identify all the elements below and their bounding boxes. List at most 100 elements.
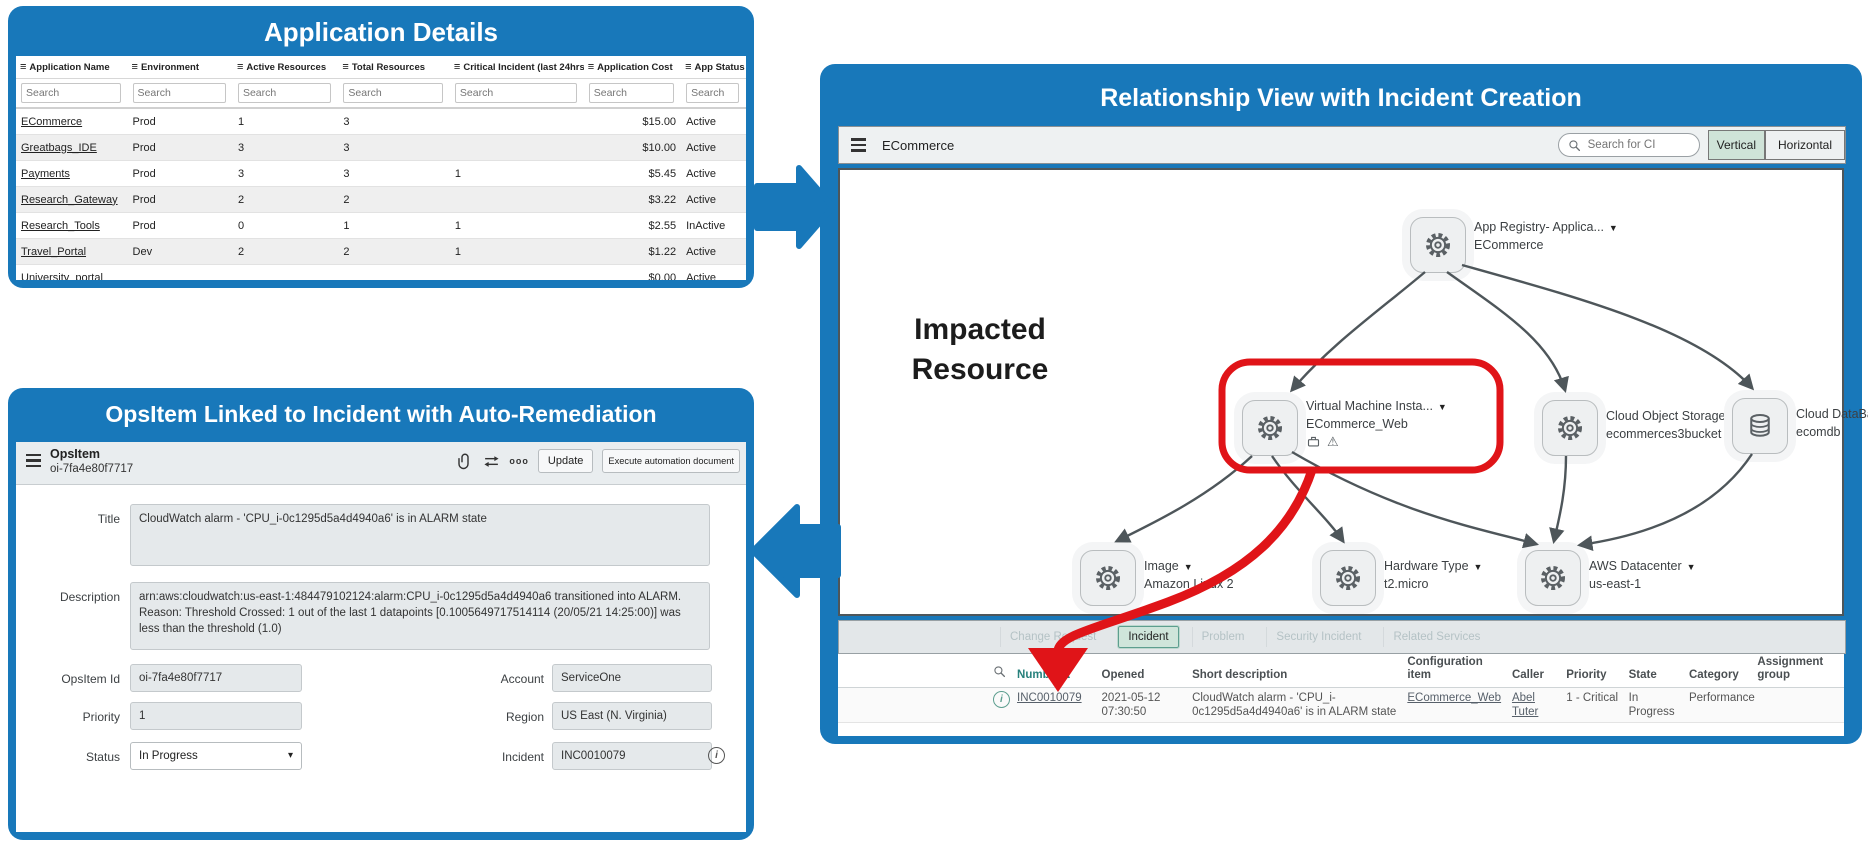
more-options-icon[interactable]: ooo	[509, 456, 529, 466]
application-link[interactable]: ECommerce	[21, 115, 83, 128]
priority-label: Priority	[82, 710, 120, 724]
node-menu-icon[interactable]: ▼	[1608, 223, 1618, 233]
personalize-icon[interactable]	[483, 453, 500, 470]
column-header-configuration-item[interactable]: Configuration item	[1403, 654, 1508, 688]
node-hardware-type[interactable]	[1320, 550, 1376, 606]
status-badge: Active	[681, 238, 746, 265]
configuration-item-link[interactable]: ECommerce_Web	[1407, 692, 1502, 704]
opsitem-id-label: OpsItem Id	[61, 672, 120, 686]
column-header-critical-incident[interactable]: ≡ Critical Incident (last 24hrs)	[449, 56, 584, 79]
column-menu-icon[interactable]: ≡	[342, 61, 349, 73]
application-link[interactable]: Research_Gateway	[21, 193, 118, 206]
status-label: Status	[85, 750, 120, 764]
node-aws-datacenter[interactable]	[1525, 550, 1581, 606]
node-menu-icon[interactable]: ▼	[1686, 562, 1696, 572]
search-icon	[993, 665, 1006, 678]
node-app-registry[interactable]	[1410, 217, 1466, 273]
ci-search-input[interactable]	[1585, 138, 1690, 152]
account-label: Account	[500, 672, 544, 686]
attachment-icon[interactable]	[456, 452, 474, 470]
status-badge: Active	[681, 264, 746, 280]
relationship-view-title: Relationship View with Incident Creation	[1100, 84, 1582, 112]
priority-field[interactable]	[130, 702, 302, 730]
column-menu-icon[interactable]: ≡	[236, 61, 244, 73]
execute-automation-button[interactable]: Execute automation document	[602, 449, 740, 473]
record-id-label: oi-7fa4e80f7717	[50, 463, 134, 475]
column-header-app-status[interactable]: ≡ App Status	[681, 56, 746, 79]
column-header-short-description[interactable]: Short description	[1188, 654, 1404, 688]
search-input-critical-incident[interactable]	[454, 83, 577, 103]
menu-icon[interactable]	[26, 454, 41, 468]
column-menu-icon[interactable]: ≡	[20, 61, 27, 73]
account-field[interactable]	[552, 664, 712, 692]
sort-ascending-icon: ▲	[1063, 671, 1072, 680]
horizontal-layout-button[interactable]: Horizontal	[1765, 130, 1845, 160]
tab-incident[interactable]: Incident	[1117, 625, 1180, 649]
node-app-registry-label: App Registry- Applica... ▼ ECommerce	[1474, 220, 1618, 252]
node-virtual-machine[interactable]	[1242, 400, 1298, 456]
list-search-icon[interactable]	[988, 654, 1014, 688]
column-header-total-resources[interactable]: ≡ Total Resources	[338, 56, 450, 79]
description-field-label: Description	[59, 590, 120, 604]
column-header-caller[interactable]: Caller	[1507, 654, 1563, 688]
table-row: Greatbags_IDE Prod 3 3 $10.00 Active	[16, 134, 746, 161]
column-header-state[interactable]: State	[1624, 654, 1685, 688]
node-menu-icon[interactable]: ▼	[1473, 562, 1483, 572]
column-menu-icon[interactable]: ≡	[685, 61, 692, 73]
column-header-category[interactable]: Category	[1684, 654, 1754, 688]
search-input-environment[interactable]	[132, 83, 226, 103]
node-cloud-database[interactable]	[1732, 398, 1788, 454]
application-link[interactable]: Travel_Portal	[21, 245, 87, 258]
column-header-active-resources[interactable]: ≡ Active Resources	[232, 56, 339, 79]
node-menu-icon[interactable]: ▼	[1183, 562, 1193, 572]
node-menu-icon[interactable]: ▼	[1437, 402, 1447, 412]
description-field[interactable]: arn:aws:cloudwatch:us-east-1:48447910212…	[130, 582, 710, 650]
update-button[interactable]: Update	[537, 449, 594, 473]
info-icon[interactable]: i	[992, 691, 1010, 708]
status-select[interactable]: In Progress	[130, 742, 302, 770]
search-input-total-resources[interactable]	[343, 83, 443, 103]
gear-icon	[1333, 563, 1363, 593]
incident-number-link[interactable]: INC0010079	[1017, 692, 1082, 704]
table-row: University_portal $0.00 Active	[16, 264, 746, 281]
incident-list-table: Number ▲ Opened Short description Config…	[838, 654, 1844, 723]
column-header-application-name[interactable]: ≡ Application Name	[16, 56, 128, 79]
tab-change-request[interactable]: Change Request	[1000, 627, 1105, 647]
node-image[interactable]	[1080, 550, 1136, 606]
application-table: ≡ Application Name ≡ Environment ≡ Active R…	[16, 56, 746, 280]
column-header-opened[interactable]: Opened	[1097, 654, 1189, 688]
caller-link[interactable]: Abel Tuter	[1511, 692, 1539, 718]
column-menu-icon[interactable]: ≡	[131, 61, 138, 73]
menu-icon[interactable]	[851, 138, 866, 152]
incident-field[interactable]	[552, 742, 712, 770]
column-header-assignment-group[interactable]: Assignment group	[1753, 654, 1844, 688]
search-input-application-name[interactable]	[21, 83, 121, 103]
region-field[interactable]	[552, 702, 712, 730]
tab-related-services[interactable]: Related Services	[1383, 627, 1489, 647]
column-header-application-cost[interactable]: ≡ Application Cost	[583, 56, 682, 79]
relationship-view-panel: Relationship View with Incident Creation…	[820, 64, 1868, 744]
search-input-application-cost[interactable]	[588, 83, 675, 103]
column-menu-icon[interactable]: ≡	[453, 61, 461, 73]
column-header-number[interactable]: Number ▲	[1013, 654, 1098, 688]
tab-problem[interactable]: Problem	[1191, 627, 1254, 647]
application-link[interactable]: Research_Tools	[21, 219, 100, 232]
tab-security-incident[interactable]: Security Incident	[1266, 627, 1370, 647]
gear-icon	[1255, 413, 1285, 443]
application-link[interactable]: Greatbags_IDE	[21, 141, 97, 154]
info-icon[interactable]: i	[708, 747, 725, 764]
gear-icon	[1538, 563, 1568, 593]
opsitem-id-field[interactable]	[130, 664, 302, 692]
application-link[interactable]: Payments	[21, 167, 70, 180]
column-menu-icon[interactable]: ≡	[587, 61, 595, 73]
application-link[interactable]: University_portal	[21, 271, 103, 281]
column-header-environment[interactable]: ≡ Environment	[127, 56, 233, 79]
title-field[interactable]: CloudWatch alarm - 'CPU_i-0c1295d5a4d494…	[130, 504, 710, 566]
ci-name-label: ECommerce	[882, 137, 955, 153]
column-header-priority[interactable]: Priority	[1562, 654, 1625, 688]
vertical-layout-button[interactable]: Vertical	[1707, 130, 1765, 160]
database-icon	[1745, 411, 1775, 441]
node-cloud-object-storage[interactable]	[1542, 400, 1598, 456]
search-input-app-status[interactable]	[686, 83, 739, 103]
search-input-active-resources[interactable]	[237, 83, 332, 103]
